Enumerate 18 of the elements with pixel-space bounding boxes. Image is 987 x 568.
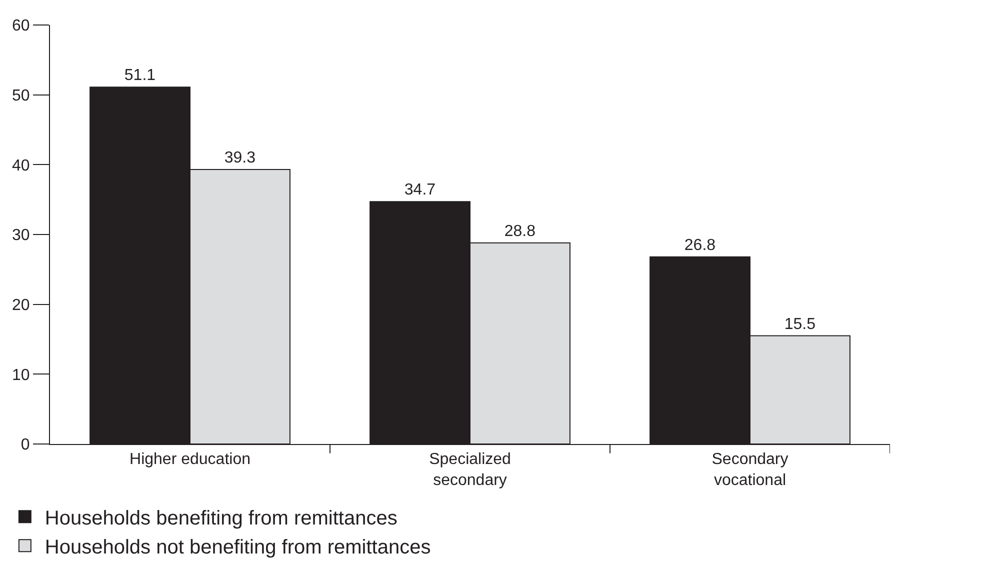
x-tick-label: Higher education (130, 451, 250, 468)
y-tick-label: 40 (12, 157, 30, 174)
x-tick-label: Specialized secondary (429, 451, 511, 489)
x-tick-label: Secondary vocational (712, 451, 788, 489)
data-label: 39.3 (224, 150, 256, 167)
y-tick-label: 30 (12, 227, 30, 244)
legend-label: Households benefiting from remittances (44, 507, 398, 530)
legend-label: Households not benefiting from remittances (44, 536, 431, 558)
y-tick-label: 0 (20, 436, 30, 454)
y-tick-label: 50 (12, 87, 30, 104)
data-label: 28.8 (504, 222, 536, 240)
y-tick-label: 60 (12, 18, 30, 35)
data-label: 51.1 (124, 67, 156, 84)
y-tick-label: 20 (12, 296, 30, 314)
y-tick-label: 10 (12, 366, 30, 384)
data-label: 26.8 (684, 236, 716, 254)
data-label: 34.7 (404, 182, 436, 199)
data-label: 15.5 (784, 316, 816, 333)
